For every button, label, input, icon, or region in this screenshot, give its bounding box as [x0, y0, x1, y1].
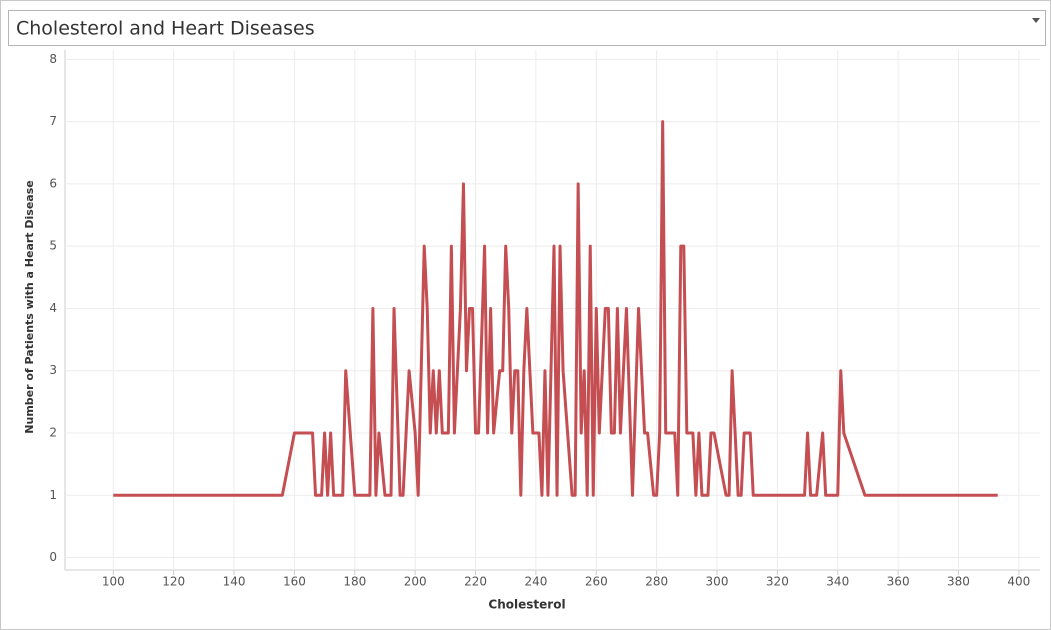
- x-axis-label: Cholesterol: [488, 598, 565, 612]
- x-tick-label: 100: [102, 575, 125, 589]
- y-tick-label: 2: [49, 425, 57, 439]
- y-tick-label: 4: [49, 301, 57, 315]
- x-tick-label: 380: [947, 575, 970, 589]
- y-tick-label: 3: [49, 363, 57, 377]
- data-line: [113, 120, 998, 497]
- x-tick-label: 300: [706, 575, 729, 589]
- y-tick-label: 8: [49, 52, 57, 66]
- x-tick-label: 200: [404, 575, 427, 589]
- x-tick-label: 360: [887, 575, 910, 589]
- chart-title: Cholesterol and Heart Diseases: [16, 18, 315, 40]
- y-tick-label: 0: [49, 550, 57, 564]
- x-tick-label: 140: [223, 575, 246, 589]
- dropdown-arrow[interactable]: [1032, 18, 1040, 23]
- x-tick-label: 220: [464, 575, 487, 589]
- x-tick-label: 120: [162, 575, 185, 589]
- y-tick-label: 6: [49, 176, 57, 190]
- y-tick-label: 5: [49, 239, 57, 253]
- y-tick-label: 7: [49, 114, 57, 128]
- y-axis-label: Number of Patients with a Heart Disease: [23, 180, 36, 433]
- x-tick-label: 400: [1007, 575, 1030, 589]
- x-tick-label: 280: [645, 575, 668, 589]
- x-tick-label: 180: [343, 575, 366, 589]
- x-tick-label: 240: [524, 575, 547, 589]
- x-tick-label: 340: [826, 575, 849, 589]
- title-box[interactable]: [8, 10, 1046, 46]
- x-tick-label: 260: [585, 575, 608, 589]
- x-tick-label: 160: [283, 575, 306, 589]
- y-tick-label: 1: [49, 488, 57, 502]
- x-tick-label: 320: [766, 575, 789, 589]
